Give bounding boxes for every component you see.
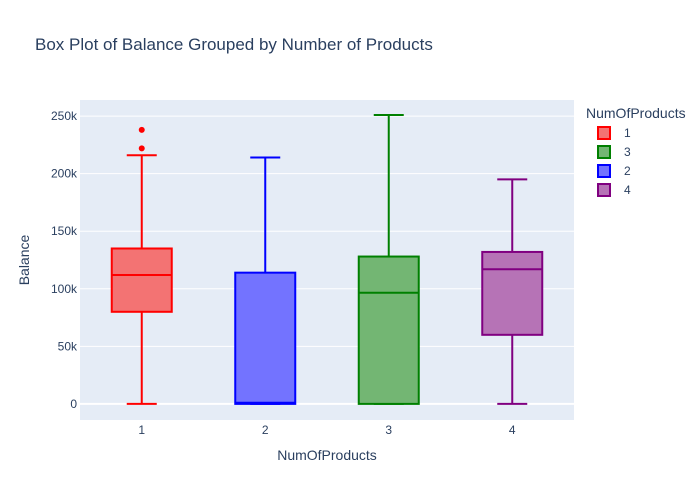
legend-item-1: 1 — [597, 126, 631, 140]
legend-swatch — [597, 164, 611, 178]
x-tick-label: 4 — [509, 423, 516, 437]
legend-label: 4 — [624, 183, 631, 197]
y-tick-label: 0 — [70, 397, 77, 411]
chart-title: Box Plot of Balance Grouped by Number of… — [35, 35, 433, 54]
x-tick-label: 3 — [385, 423, 392, 437]
legend-swatch — [597, 126, 611, 140]
legend-label: 3 — [624, 145, 631, 159]
outlier-point — [138, 145, 145, 152]
x-tick-label: 1 — [138, 423, 145, 437]
iqr-box — [357, 255, 420, 405]
iqr-box — [110, 247, 173, 313]
legend-label: 2 — [624, 164, 631, 178]
y-axis-ticks: 0 50k 100k 150k 200k 250k — [51, 109, 78, 411]
y-tick-label: 200k — [51, 167, 78, 181]
y-axis-label: Balance — [16, 234, 32, 285]
x-tick-label: 2 — [262, 423, 269, 437]
iqr-box — [481, 250, 544, 336]
x-axis-ticks: 1 2 3 4 — [138, 423, 516, 437]
y-tick-label: 150k — [51, 224, 78, 238]
iqr-box — [234, 271, 297, 405]
box-series-group — [110, 113, 544, 405]
legend: NumOfProducts 1 3 2 4 — [586, 105, 686, 197]
legend-swatch — [597, 183, 611, 197]
legend-item-2: 2 — [597, 164, 631, 178]
legend-swatch — [597, 145, 611, 159]
box-series-2 — [234, 156, 297, 405]
outlier-point — [138, 126, 145, 133]
y-tick-label: 100k — [51, 282, 78, 296]
legend-title: NumOfProducts — [586, 105, 686, 121]
box-series-1 — [110, 126, 173, 405]
legend-item-4: 4 — [597, 183, 631, 197]
x-axis-label: NumOfProducts — [277, 447, 377, 463]
legend-item-3: 3 — [597, 145, 631, 159]
y-tick-label: 250k — [51, 109, 78, 123]
legend-label: 1 — [624, 126, 631, 140]
y-tick-label: 50k — [58, 339, 78, 353]
box-series-4 — [481, 178, 544, 405]
box-series-3 — [357, 113, 420, 405]
